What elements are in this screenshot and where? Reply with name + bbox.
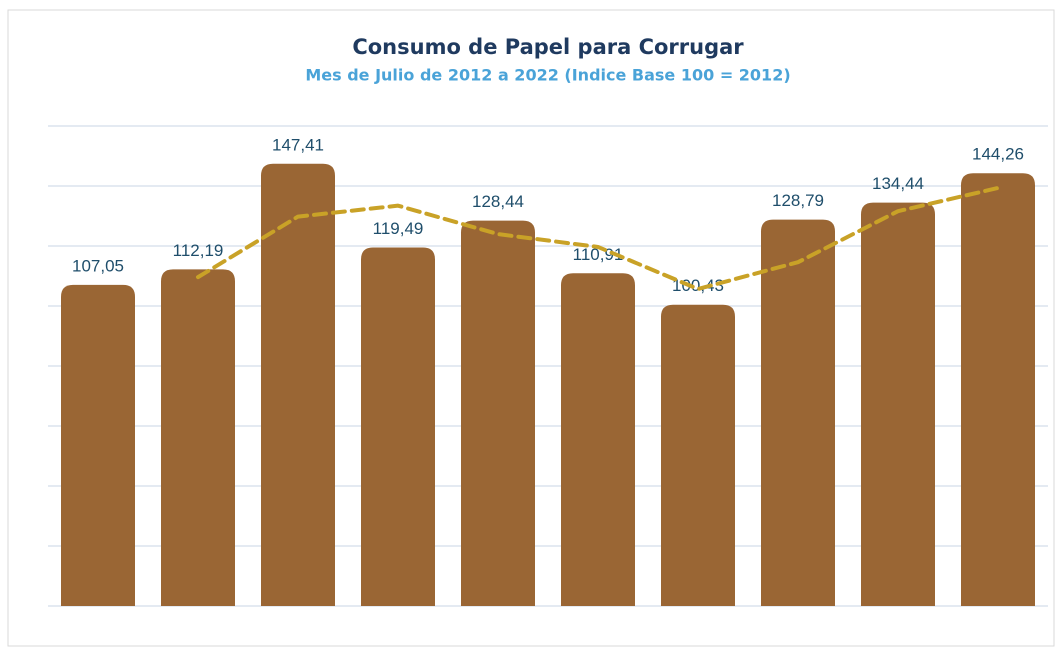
bar bbox=[961, 173, 1035, 606]
data-label: 107,05 bbox=[72, 256, 124, 275]
data-label: 128,79 bbox=[772, 191, 824, 210]
trend-line bbox=[196, 185, 1000, 291]
bar bbox=[61, 284, 135, 606]
data-label: 128,44 bbox=[472, 192, 524, 211]
data-label: 110,91 bbox=[573, 245, 624, 264]
data-label: 147,41 bbox=[272, 135, 324, 154]
data-label: 100,43 bbox=[672, 276, 724, 295]
data-label: 112,19 bbox=[173, 241, 224, 260]
chart-title: Consumo de Papel para Corrugar bbox=[352, 35, 744, 59]
bar bbox=[461, 220, 535, 606]
data-label: 134,44 bbox=[872, 174, 924, 193]
bar bbox=[261, 163, 335, 606]
data-label: 119,49 bbox=[373, 219, 424, 238]
bar bbox=[861, 202, 935, 606]
bar bbox=[761, 219, 835, 606]
bar bbox=[361, 247, 435, 606]
bar bbox=[161, 269, 235, 606]
bar bbox=[561, 273, 635, 606]
data-label: 144,26 bbox=[972, 145, 1024, 164]
bar bbox=[661, 304, 735, 606]
chart-subtitle: Mes de Julio de 2012 a 2022 (Indice Base… bbox=[305, 66, 790, 85]
